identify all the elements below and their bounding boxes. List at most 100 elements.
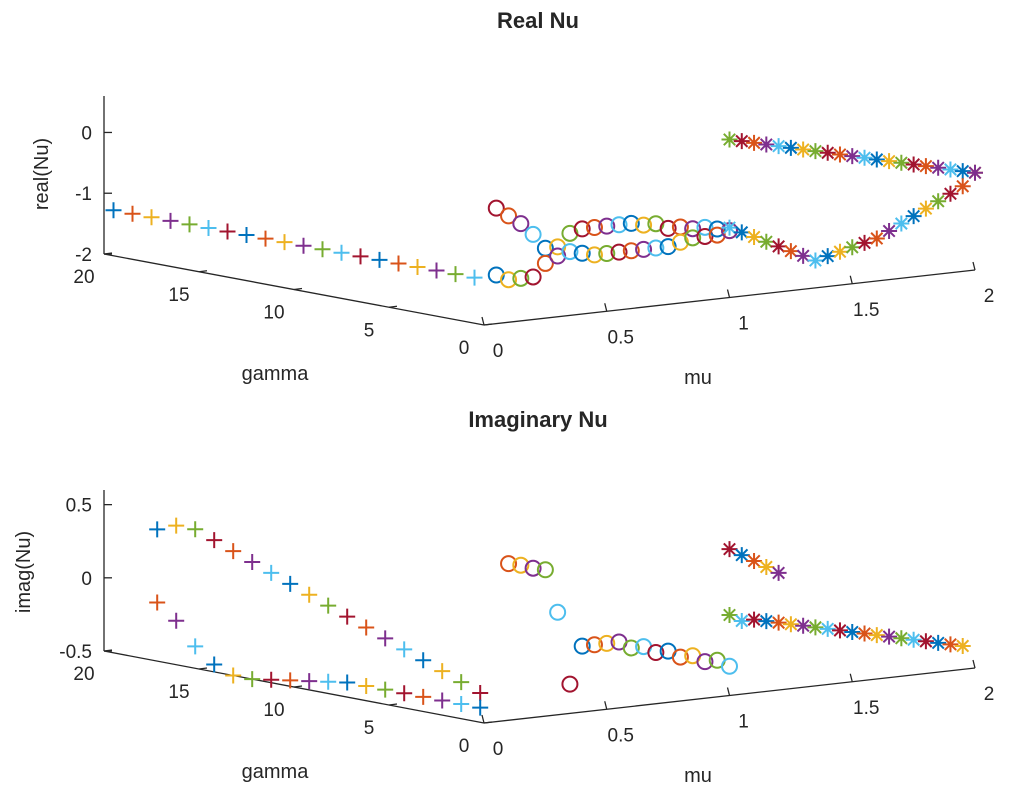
plus-marker [276,234,293,251]
mu-tick [604,303,608,312]
plus-marker [453,696,470,713]
asterisk-marker [746,611,763,628]
chart-title: Imaginary Nu [468,407,607,432]
mu-tick [481,316,485,326]
circle-marker [696,227,714,245]
plus-marker [168,517,185,534]
circle-marker [696,218,714,236]
asterisk-marker [795,141,812,158]
asterisk-marker [868,627,885,644]
plus-marker [472,699,489,716]
asterisk-marker [856,234,873,251]
circle-marker [635,216,653,234]
gamma-tick-label: 20 [73,267,94,288]
asterisk-marker [807,143,824,160]
circle-marker [500,555,518,573]
circle-marker [561,243,579,261]
plus-marker [466,269,483,286]
circle-marker [536,254,554,272]
y-axis-label: gamma [242,363,310,385]
asterisk-marker [881,223,898,240]
asterisk-marker [905,631,922,648]
asterisk-marker [758,136,775,153]
mu-tick-label: 2 [984,684,995,705]
circle-marker [512,269,530,287]
asterisk-marker [893,215,910,232]
asterisk-marker [954,178,971,195]
z-tick-label: 0 [81,569,92,590]
gamma-tick-label: 5 [364,718,375,739]
plus-marker [295,237,312,254]
x-axis-label: mu [684,367,712,389]
gamma-tick-label: 20 [73,664,94,685]
asterisk-marker [807,619,824,636]
asterisk-marker [746,229,763,246]
circle-marker [585,246,603,264]
asterisk-marker [844,623,861,640]
plus-marker [396,685,413,702]
asterisk-marker [770,564,787,581]
asterisk-marker [819,248,836,265]
circle-marker [684,220,702,238]
mu-tick [849,673,853,682]
plus-marker [263,564,280,581]
circle-marker [524,268,542,286]
gamma-tick [388,703,398,706]
circle-marker [500,271,518,289]
asterisk-marker [782,243,799,260]
z-tick-label: -0.5 [59,642,92,663]
plus-marker [428,262,445,279]
plus-marker [143,209,160,226]
circle-marker [573,220,591,238]
gamma-tick [388,305,398,308]
gamma-tick-label: 15 [168,682,189,703]
circle-marker [524,559,542,577]
asterisk-marker [721,607,738,623]
circle-marker [622,242,640,260]
asterisk-marker [905,208,922,225]
plus-marker [434,692,451,709]
circle-marker [635,240,653,258]
mu-tick [604,701,608,710]
plus-marker [320,673,337,690]
plus-marker [149,594,166,611]
asterisk-marker [967,164,983,181]
asterisk-marker [868,151,885,168]
gamma-tick-label: 10 [263,700,284,721]
plus-marker [282,672,299,689]
asterisk-marker [831,243,848,260]
gamma-tick [483,721,493,724]
plus-marker [181,216,198,233]
circle-marker [647,239,665,257]
circle-marker [598,245,616,263]
asterisk-marker [930,159,947,176]
plus-marker [162,212,179,229]
asterisk-marker [942,636,959,653]
gamma-tick-label: 0 [459,338,470,359]
asterisk-marker [881,628,898,645]
plus-marker [415,688,432,705]
circle-marker [622,639,640,657]
plus-marker [352,248,369,265]
circle-marker [721,657,738,675]
plus-marker [301,673,318,690]
asterisk-marker [782,139,799,156]
plus-marker [225,543,242,560]
circle-marker [696,653,714,671]
plus-marker [358,619,375,636]
gamma-tick [198,270,208,273]
plus-marker [168,612,185,629]
plus-marker [187,638,204,655]
mu-tick-label: 1.5 [853,698,879,719]
asterisk-marker [831,622,848,639]
asterisk-marker [795,247,812,264]
mu-tick [726,687,731,696]
plus-marker [238,227,255,244]
circle-marker [708,220,726,238]
asterisk-marker [721,131,738,148]
plus-marker [434,663,451,680]
gamma-tick [483,323,493,326]
asterisk-marker [819,144,836,161]
plus-marker [282,575,299,592]
